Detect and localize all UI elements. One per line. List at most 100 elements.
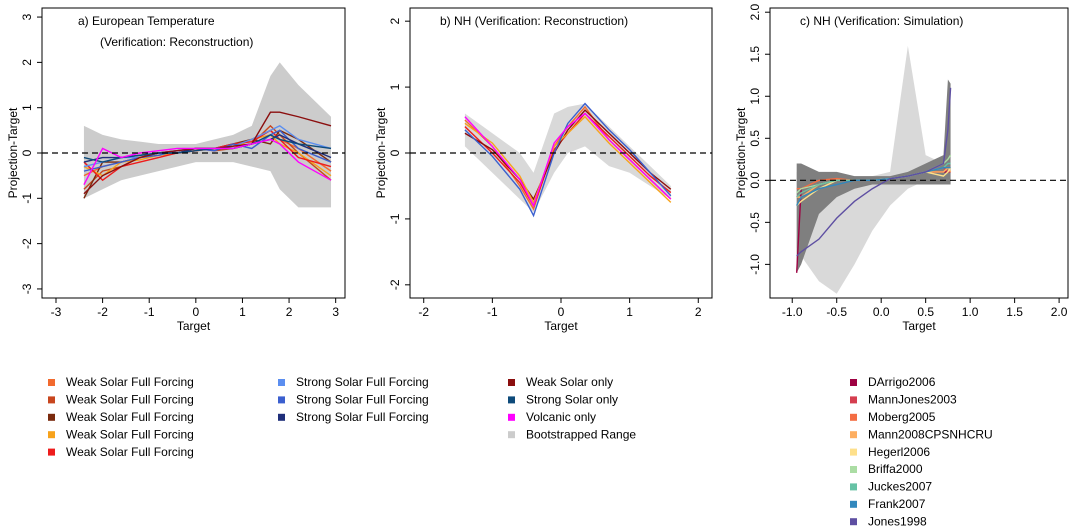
x-tick-label: -2 — [418, 305, 429, 319]
x-tick-label: -2 — [97, 305, 108, 319]
legend-label: Mann2008CPSNHCRU — [868, 427, 993, 441]
x-axis-label: Target — [544, 319, 578, 333]
y-tick-label: -1 — [20, 193, 34, 204]
legend-label: Juckes2007 — [868, 480, 932, 494]
legend-label: Weak Solar Full Forcing — [66, 375, 194, 389]
x-tick-label: -0.5 — [826, 305, 847, 319]
chart-title: a) European Temperature — [78, 14, 215, 28]
y-tick-label: 1 — [388, 83, 402, 90]
y-tick-label: 0.0 — [748, 172, 762, 189]
y-axis-label: Projection-Target — [6, 107, 20, 198]
legend-swatch — [48, 379, 55, 386]
x-tick-label: 0 — [558, 305, 565, 319]
y-tick-label: -1.0 — [748, 254, 762, 275]
legend-swatch — [508, 396, 515, 404]
y-tick-label: -3 — [20, 283, 34, 294]
legend-swatch — [508, 413, 515, 421]
legend-swatch — [850, 431, 857, 439]
chart-title: b) NH (Verification: Reconstruction) — [440, 14, 628, 28]
x-tick-label: 1 — [626, 305, 633, 319]
legend-swatch — [850, 483, 857, 491]
legend-swatch — [48, 413, 55, 421]
legend-swatch — [850, 518, 857, 526]
y-tick-label: -1 — [388, 213, 402, 224]
legend-label: Strong Solar Full Forcing — [296, 410, 429, 424]
y-tick-label: 0 — [20, 149, 34, 156]
x-axis-label: Target — [902, 319, 936, 333]
x-tick-label: -1.0 — [782, 305, 803, 319]
y-tick-label: 2 — [20, 59, 34, 66]
y-tick-label: 1.0 — [748, 88, 762, 105]
legend-label: Weak Solar Full Forcing — [66, 410, 194, 424]
legend-label: Weak Solar Full Forcing — [66, 427, 194, 441]
range-band — [796, 79, 951, 273]
series-line — [464, 112, 672, 208]
plot-area — [83, 62, 332, 208]
legend-swatch — [850, 500, 857, 508]
legend-swatch — [48, 431, 55, 439]
legend-label: Briffa2000 — [868, 462, 923, 476]
legend-label: Strong Solar Full Forcing — [296, 375, 429, 389]
legend-swatch — [850, 448, 857, 456]
legend-swatch — [508, 431, 515, 439]
series-line — [464, 115, 672, 205]
x-tick-label: 0.5 — [917, 305, 934, 319]
y-tick-label: -0.5 — [748, 212, 762, 233]
legend-label: Weak Solar Full Forcing — [66, 393, 194, 407]
legend-label: Frank2007 — [868, 497, 926, 511]
series-line — [796, 87, 952, 257]
x-tick-label: 0.0 — [873, 305, 890, 319]
legend-swatch — [278, 379, 285, 386]
legend-label: Hegerl2006 — [868, 445, 930, 459]
range-band — [464, 103, 671, 213]
x-tick-label: 2.0 — [1051, 305, 1068, 319]
x-tick-label: 2 — [286, 305, 293, 319]
legend-swatch — [278, 413, 285, 421]
legend-swatch — [48, 448, 55, 456]
legend-swatch — [850, 379, 857, 386]
series-line — [464, 109, 672, 201]
range-band — [796, 45, 951, 294]
x-axis-label: Target — [177, 319, 211, 333]
legend-label: Volcanic only — [526, 410, 596, 424]
y-axis-label: Projection-Target — [734, 107, 748, 198]
legend-swatch — [278, 396, 285, 404]
x-tick-label: 1.5 — [1006, 305, 1023, 319]
x-tick-label: 1.0 — [962, 305, 979, 319]
legend-label: Weak Solar only — [526, 375, 613, 389]
legend-label: Strong Solar only — [526, 393, 618, 407]
legend-swatch — [850, 413, 857, 421]
y-tick-label: 0.5 — [748, 130, 762, 147]
y-axis-label: Projection-Target — [374, 107, 388, 198]
series-line — [796, 167, 951, 206]
y-tick-label: 1 — [20, 104, 34, 111]
y-tick-label: -2 — [388, 279, 402, 290]
y-tick-label: 2 — [388, 18, 402, 25]
legend-label: DArrigo2006 — [868, 375, 936, 389]
plot-frame — [769, 7, 1069, 299]
legend-label: Bootstrapped Range — [526, 427, 636, 441]
x-tick-label: -1 — [144, 305, 155, 319]
y-tick-label: -2 — [20, 238, 34, 249]
legend-label: Moberg2005 — [868, 410, 936, 424]
range-band — [83, 62, 332, 208]
legend-swatch — [850, 396, 857, 404]
legend-label: MannJones2003 — [868, 393, 957, 407]
x-tick-label: 1 — [239, 305, 246, 319]
x-tick-label: -3 — [51, 305, 62, 319]
y-tick-label: 1.5 — [748, 46, 762, 63]
legend-swatch — [48, 396, 55, 404]
series-line — [83, 138, 332, 186]
legend-label: Weak Solar Full Forcing — [66, 445, 194, 459]
plot-area — [795, 45, 952, 294]
x-tick-label: 2 — [695, 305, 702, 319]
x-tick-label: 0 — [192, 305, 199, 319]
y-tick-label: 2.0 — [748, 4, 762, 21]
plot-area — [464, 102, 672, 218]
series-line — [464, 102, 672, 218]
legend-label: Strong Solar Full Forcing — [296, 393, 429, 407]
y-tick-label: 0 — [388, 149, 402, 156]
y-tick-label: 3 — [20, 13, 34, 20]
legend-label: Jones1998 — [868, 514, 927, 527]
